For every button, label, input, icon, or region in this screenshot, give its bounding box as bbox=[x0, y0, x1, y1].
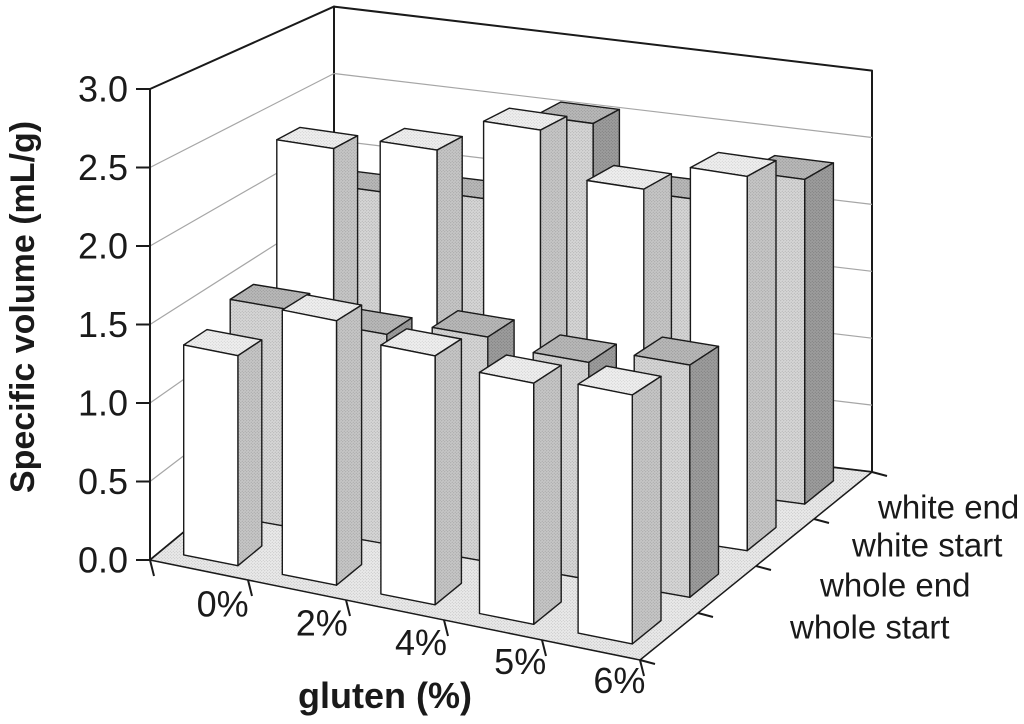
category-label-4pct: 4% bbox=[395, 622, 447, 663]
x-tick bbox=[639, 659, 645, 677]
y-tick-label: 1.0 bbox=[78, 383, 128, 424]
bar-whole-start-6pct-front bbox=[577, 383, 633, 645]
depth-tick bbox=[639, 659, 656, 665]
bar-whole-start-4pct-front bbox=[380, 344, 436, 606]
bar-whole-start-2pct-side bbox=[335, 304, 363, 586]
legend-label-white-start: white start bbox=[851, 527, 1002, 564]
depth-tick bbox=[697, 612, 714, 618]
depth-tick bbox=[755, 565, 772, 571]
bar-whole-start-4pct-side bbox=[434, 338, 463, 606]
y-tick-label: 1.5 bbox=[78, 304, 128, 345]
x-tick bbox=[247, 579, 253, 597]
bar-whole-start-5pct-side bbox=[533, 364, 562, 625]
bar-whole-start-6pct-side bbox=[631, 375, 662, 645]
x-tick bbox=[443, 619, 449, 637]
category-label-6pct: 6% bbox=[593, 660, 645, 701]
bar-white-start-6pct-side bbox=[746, 159, 777, 552]
y-tick-label: 2.0 bbox=[78, 226, 128, 267]
category-label-2pct: 2% bbox=[296, 603, 348, 644]
legend-label-whole-end: whole end bbox=[819, 567, 970, 604]
y-tick-label: 0.0 bbox=[78, 540, 128, 581]
y-tick-label: 3.0 bbox=[78, 69, 128, 110]
category-label-5pct: 5% bbox=[494, 641, 546, 682]
legend-label-white-end: white end bbox=[877, 489, 1019, 526]
x-tick bbox=[149, 559, 155, 577]
bar-white-end-6pct-side bbox=[804, 162, 835, 505]
bar-whole-start-5pct-front bbox=[478, 371, 535, 625]
depth-tick bbox=[871, 471, 888, 477]
bar-whole-start-0pct-side bbox=[237, 339, 263, 567]
category-label-0pct: 0% bbox=[197, 584, 249, 625]
gridline-side bbox=[149, 72, 335, 169]
x-axis-title: gluten (%) bbox=[298, 675, 472, 716]
y-axis-title: Specific volume (mL/g) bbox=[4, 121, 42, 493]
legend-label-whole-start: whole start bbox=[789, 609, 950, 646]
depth-tick bbox=[813, 518, 830, 524]
y-tick-label: 0.5 bbox=[78, 461, 128, 502]
y-tick-label: 2.5 bbox=[78, 147, 128, 188]
x-tick bbox=[345, 599, 351, 617]
gridline-back bbox=[333, 72, 873, 139]
bar-whole-start-2pct-front bbox=[281, 309, 338, 586]
x-tick bbox=[541, 639, 547, 657]
bar-whole-end-6pct-side bbox=[689, 345, 720, 598]
bar-whole-start-0pct-front bbox=[182, 344, 239, 567]
